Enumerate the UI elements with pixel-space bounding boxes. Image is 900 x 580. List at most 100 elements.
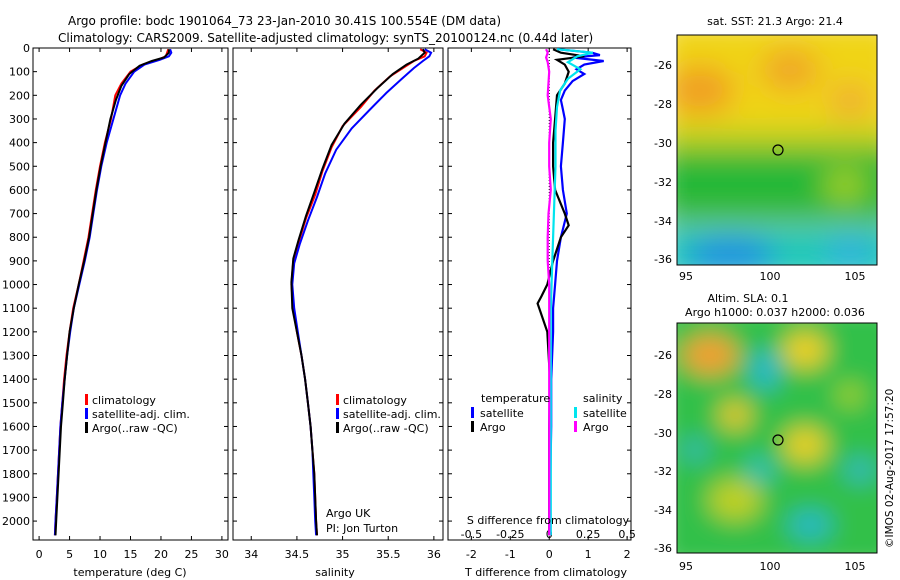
sst-ytick-label: -28 — [654, 98, 672, 111]
sla-low-patch — [745, 457, 775, 483]
sst-ytick-label: -36 — [654, 253, 672, 266]
xtick-label: 0 — [36, 548, 43, 561]
ytick-label: 300 — [9, 113, 30, 126]
ytick-label: 1400 — [2, 373, 30, 386]
sst-xtick-label: 100 — [760, 270, 781, 283]
s-xtick-label: -0.5 — [461, 528, 482, 541]
sst-heatmap — [677, 35, 877, 265]
sst-xaxis: 95 100 105 — [679, 270, 866, 283]
legend-s-satellite-swatch — [574, 407, 577, 418]
sla-low-patch — [788, 511, 832, 539]
xtick-label: -2 — [466, 548, 477, 561]
ytick-label: 1700 — [2, 444, 30, 457]
series-line-salinity-argo — [544, 48, 552, 536]
xtick-label: 5 — [66, 548, 73, 561]
legend-climatology-label: climatology — [343, 394, 407, 407]
legend-salinity-header: salinity — [583, 392, 623, 405]
ytick-label: 0 — [23, 42, 30, 55]
ytick-label: 100 — [9, 66, 30, 79]
difference-panel-frame — [447, 47, 632, 541]
series-line-argo-raw-qc- — [54, 49, 170, 536]
difference-legend: temperature salinity satellite Argo sate… — [471, 392, 627, 434]
header-line-1: Argo profile: bodc 1901064_73 23-Jan-201… — [68, 14, 501, 28]
legend-satellite-swatch — [336, 408, 339, 419]
xtick-label: 35 — [336, 548, 350, 561]
xtick-label: 0 — [546, 548, 553, 561]
sla-ytick-label: -36 — [654, 542, 672, 555]
salinity-xlabel: salinity — [315, 566, 355, 579]
sla-map-title-2: Argo h1000: 0.037 h2000: 0.036 — [685, 306, 865, 319]
series-line-argo-raw-qc- — [290, 48, 426, 536]
salinity-panel-frame — [232, 47, 444, 541]
ytick-label: 600 — [9, 184, 30, 197]
xtick-label: 10 — [93, 548, 107, 561]
sla-low-patch — [844, 458, 876, 482]
credit-argo-uk: Argo UK — [326, 507, 371, 520]
sla-high-patch — [783, 332, 827, 368]
legend-t-argo-swatch — [471, 421, 474, 432]
sst-ytick-label: -26 — [654, 59, 672, 72]
legend-argo-swatch — [336, 422, 339, 433]
legend-argo-label: Argo(..raw -QC) — [343, 422, 429, 435]
xtick-label: 34.5 — [285, 548, 310, 561]
sla-high-patch — [719, 401, 751, 429]
sst-warm-patch — [677, 65, 735, 115]
legend-t-argo-label: Argo — [480, 421, 506, 434]
legend-temperature-header: temperature — [481, 392, 550, 405]
ytick-label: 500 — [9, 160, 30, 173]
ytick-label: 200 — [9, 89, 30, 102]
legend-satellite-label: satellite-adj. clim. — [343, 408, 441, 421]
sla-map-title-1: Altim. SLA: 0.1 — [707, 292, 788, 305]
series-line-temperature-satellite — [548, 48, 604, 536]
sla-low-patch — [751, 350, 779, 390]
xtick-label: 25 — [184, 548, 198, 561]
xtick-label: 35.5 — [376, 548, 401, 561]
temperature-legend: climatology satellite-adj. clim. Argo(..… — [85, 394, 190, 435]
ytick-label: 1600 — [2, 420, 30, 433]
ytick-label: 1500 — [2, 397, 30, 410]
sla-ytick-label: -30 — [654, 427, 672, 440]
sla-ytick-label: -26 — [654, 349, 672, 362]
legend-climatology-swatch — [85, 394, 88, 405]
salinity-plot: 34 34.5 35 35.5 36 — [233, 47, 443, 561]
sla-xaxis: 95 100 105 — [679, 560, 866, 573]
ytick-label: 1900 — [2, 491, 30, 504]
legend-s-argo-label: Argo — [583, 421, 609, 434]
ytick-label: 800 — [9, 231, 30, 244]
sst-warm-patch — [760, 48, 820, 92]
sla-xtick-label: 105 — [845, 560, 866, 573]
legend-satellite-label: satellite-adj. clim. — [92, 408, 190, 421]
ytick-label: 400 — [9, 137, 30, 150]
series-line-salinity-satellite — [549, 48, 594, 536]
temperature-plot: 0100200300400500600700800900100011001200… — [2, 42, 229, 561]
sst-map-title: sat. SST: 21.3 Argo: 21.4 — [707, 15, 843, 28]
sst-warm-patch — [823, 169, 867, 201]
legend-climatology-label: climatology — [92, 394, 156, 407]
legend-t-satellite-swatch — [471, 407, 474, 418]
sst-ytick-label: -32 — [654, 176, 672, 189]
sla-high-patch — [709, 480, 761, 520]
s-difference-xlabel: S difference from climatology — [467, 514, 630, 527]
sla-yaxis: -26 -28 -30 -32 -34 -36 — [654, 349, 672, 555]
sst-argo-marker — [772, 144, 784, 156]
ytick-label: 2000 — [2, 515, 30, 528]
sla-high-patch — [783, 427, 827, 463]
sla-low-patch — [681, 438, 709, 462]
header-line-2: Climatology: CARS2009. Satellite-adjuste… — [58, 31, 593, 45]
salinity-legend: climatology satellite-adj. clim. Argo(..… — [336, 394, 441, 435]
xtick-label: 20 — [154, 548, 168, 561]
sst-xtick-label: 95 — [679, 270, 693, 283]
s-xtick-label: 0.5 — [618, 528, 636, 541]
xtick-label: 36 — [427, 548, 441, 561]
legend-satellite-swatch — [85, 408, 88, 419]
t-difference-xlabel: T difference from climatology — [464, 566, 627, 579]
imos-watermark: ©IMOS 02-Aug-2017 17:57:20 — [884, 389, 896, 548]
legend-climatology-swatch — [336, 394, 339, 405]
temperature-xlabel: temperature (deg C) — [73, 566, 186, 579]
ytick-label: 1300 — [2, 350, 30, 363]
sla-xtick-label: 95 — [679, 560, 693, 573]
legend-s-argo-swatch — [574, 421, 577, 432]
s-xtick-label: 0.25 — [576, 528, 601, 541]
